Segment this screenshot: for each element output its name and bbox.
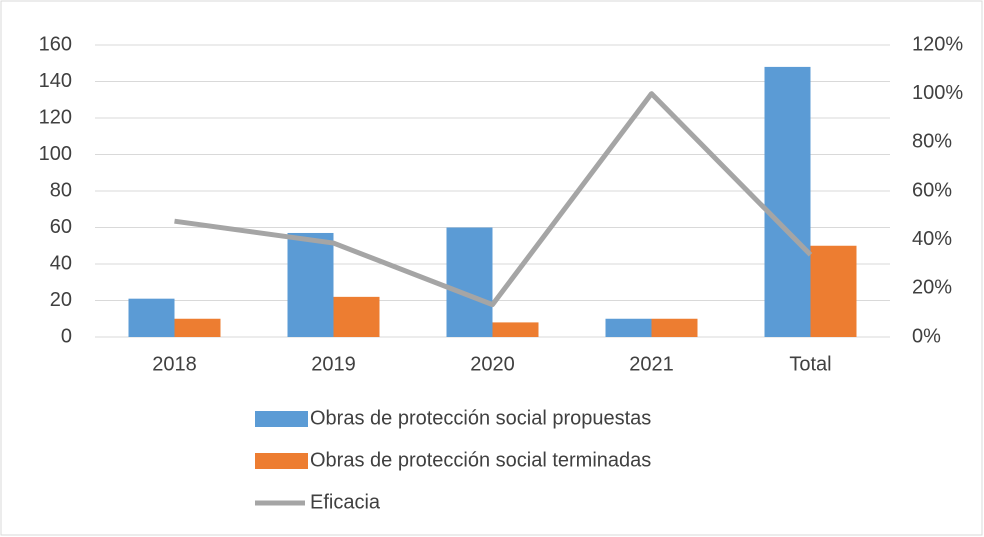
bar bbox=[605, 318, 652, 337]
y-tick-label: 120 bbox=[39, 106, 72, 128]
y2-tick-label: 60% bbox=[912, 179, 952, 201]
y-tick-label: 160 bbox=[39, 33, 72, 55]
y2-tick-label: 20% bbox=[912, 277, 952, 299]
legend-swatch bbox=[255, 411, 308, 427]
legend-swatch bbox=[255, 453, 308, 469]
x-tick-label: 2021 bbox=[629, 353, 674, 375]
bar bbox=[810, 245, 857, 337]
y-tick-label: 0 bbox=[61, 325, 72, 347]
y2-tick-label: 100% bbox=[912, 82, 963, 104]
x-tick-label: 2018 bbox=[152, 353, 197, 375]
bar bbox=[446, 227, 493, 337]
bar bbox=[333, 296, 380, 337]
bar bbox=[492, 322, 539, 337]
x-tick-label: 2020 bbox=[470, 353, 515, 375]
y-tick-label: 100 bbox=[39, 143, 72, 165]
y-tick-label: 20 bbox=[50, 289, 72, 311]
y2-tick-label: 40% bbox=[912, 228, 952, 250]
x-tick-label: 2019 bbox=[311, 353, 356, 375]
legend-label: Eficacia bbox=[310, 491, 381, 513]
y2-tick-label: 120% bbox=[912, 33, 963, 55]
line bbox=[174, 91, 813, 308]
bar bbox=[287, 232, 334, 337]
y2-tick-label: 0% bbox=[912, 325, 941, 347]
y-tick-label: 60 bbox=[50, 216, 72, 238]
bar bbox=[651, 318, 698, 337]
y-tick-label: 80 bbox=[50, 179, 72, 201]
y-tick-label: 140 bbox=[39, 70, 72, 92]
legend-label: Obras de protección social propuestas bbox=[310, 407, 651, 429]
y-tick-label: 40 bbox=[50, 252, 72, 274]
legend-label: Obras de protección social terminadas bbox=[310, 449, 651, 471]
bar bbox=[174, 318, 221, 337]
bar bbox=[128, 298, 175, 337]
bar bbox=[764, 66, 811, 338]
x-tick-label: Total bbox=[789, 353, 831, 375]
y2-tick-label: 80% bbox=[912, 131, 952, 153]
